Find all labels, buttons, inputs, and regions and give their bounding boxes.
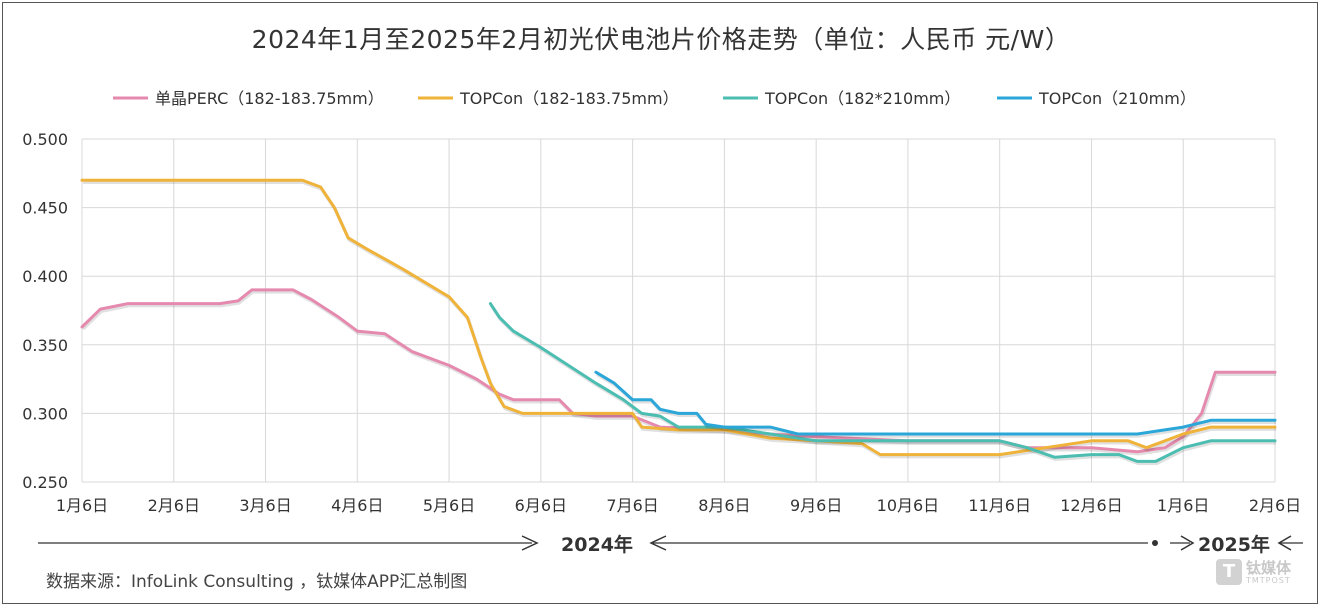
x-tick-label: 6月6日: [515, 496, 567, 515]
series-line: [594, 370, 1277, 436]
data-source-note: 数据来源：InfoLink Consulting ，钛媒体APP汇总制图: [46, 572, 468, 592]
x-tick-label: 3月6日: [239, 496, 291, 515]
series-shadow: [81, 290, 1276, 456]
y-tick-label: 0.250: [22, 473, 68, 492]
legend-label: 单晶PERC（182-183.75mm）: [155, 89, 384, 108]
year-label-2024: 2024年: [561, 533, 633, 556]
y-tick-label: 0.350: [22, 336, 68, 355]
series-line: [80, 178, 1277, 457]
watermark-logo: T 钛媒体 TMTPOST: [1216, 557, 1311, 589]
x-tick-label: 7月6日: [606, 496, 658, 515]
legend-label: TOPCon（210mm）: [1038, 89, 1196, 108]
x-tick-label: 1月6日: [56, 496, 108, 515]
logo-subtitle: TMTPOST: [1246, 576, 1291, 585]
chart-title: 2024年1月至2025年2月初光伏电池片价格走势（单位：人民币 元/W）: [251, 25, 1071, 54]
legend-label: TOPCon（182*210mm）: [764, 89, 960, 108]
x-tick-label: 10月6日: [877, 496, 940, 515]
arrowhead-right: [521, 535, 539, 551]
y-tick-label: 0.300: [22, 404, 68, 423]
timeline-dot: [1152, 540, 1158, 546]
x-tick-label: 2月6日: [1249, 496, 1301, 515]
series-line: [80, 288, 1277, 454]
y-tick-label: 0.400: [22, 267, 68, 286]
arrowhead-right-2025: [1180, 535, 1195, 551]
x-tick-label: 8月6日: [698, 496, 750, 515]
logo-mark-icon: T: [1216, 559, 1242, 585]
y-tick-label: 0.450: [22, 199, 68, 218]
year-label-2025: 2025年: [1198, 533, 1270, 556]
arrowhead-left-2025: [1277, 535, 1292, 551]
series-line: [488, 302, 1277, 463]
y-tick-label: 0.500: [22, 130, 68, 149]
x-tick-label: 12月6日: [1060, 496, 1123, 515]
x-tick-label: 1月6日: [1157, 496, 1209, 515]
logo-name: 钛媒体: [1246, 559, 1292, 577]
x-tick-label: 5月6日: [423, 496, 475, 515]
x-tick-label: 4月6日: [331, 496, 383, 515]
x-tick-label: 11月6日: [968, 496, 1031, 515]
legend-label: TOPCon（182-183.75mm）: [459, 89, 679, 108]
arrowhead-left: [649, 535, 667, 551]
x-tick-label: 2月6日: [148, 496, 200, 515]
x-tick-label: 9月6日: [790, 496, 842, 515]
